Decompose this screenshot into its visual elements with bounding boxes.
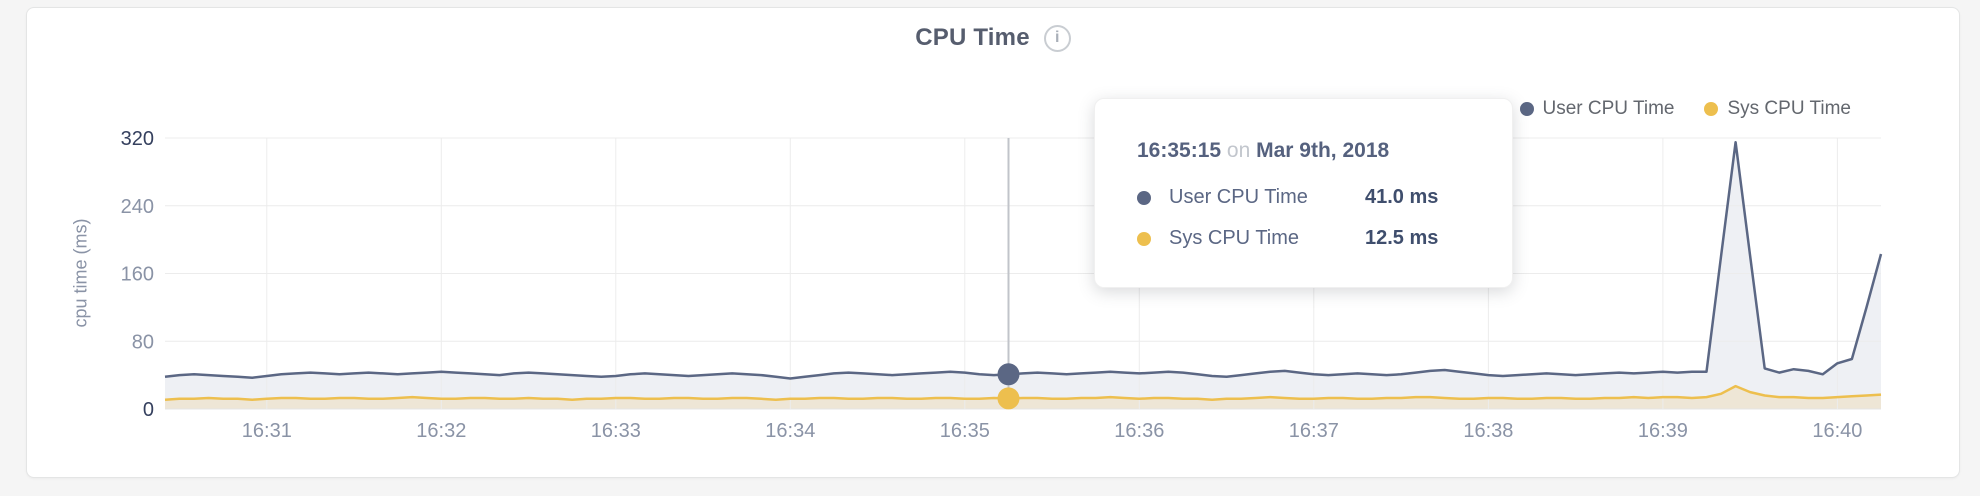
chart-header: CPU Time i: [27, 22, 1959, 54]
tooltip-row-user: User CPU Time 41.0 ms: [1137, 177, 1512, 218]
svg-text:16:39: 16:39: [1638, 420, 1688, 442]
sys-series-dot-icon: [1137, 231, 1151, 246]
svg-text:16:35: 16:35: [940, 420, 990, 442]
svg-text:16:31: 16:31: [242, 420, 292, 442]
svg-text:16:32: 16:32: [416, 420, 466, 442]
legend-label: Sys CPU Time: [1727, 98, 1851, 119]
tooltip-row-label: User CPU Time: [1169, 186, 1308, 208]
tooltip-header: 16:35:15 on Mar 9th, 2018: [1137, 139, 1512, 163]
svg-text:16:34: 16:34: [765, 420, 815, 442]
chart-title: CPU Time: [915, 24, 1030, 51]
tooltip-row-value: 41.0 ms: [1365, 186, 1439, 208]
svg-text:240: 240: [121, 196, 154, 218]
tooltip-row-sys: Sys CPU Time 12.5 ms: [1137, 218, 1512, 259]
tooltip-row-value: 12.5 ms: [1365, 227, 1439, 249]
svg-text:16:37: 16:37: [1289, 420, 1339, 442]
tooltip-row-label: Sys CPU Time: [1169, 227, 1300, 249]
svg-text:16:38: 16:38: [1463, 420, 1513, 442]
chart-tooltip: 16:35:15 on Mar 9th, 2018 User CPU Time …: [1094, 98, 1513, 288]
user-series-dot-icon: [1137, 190, 1151, 205]
svg-text:16:33: 16:33: [591, 420, 641, 442]
legend-item-sys-cpu-time[interactable]: Sys CPU Time: [1704, 98, 1851, 120]
svg-text:80: 80: [132, 331, 154, 353]
y-axis-title: cpu time (ms): [70, 218, 91, 328]
svg-text:0: 0: [143, 399, 154, 421]
chart-card: CPU Time i User CPU Time Sys CPU Time cp…: [26, 7, 1960, 478]
cpu-time-chart[interactable]: 0 80 160 240 320 16:31 16:32 16:33 16:34 16:35 16:…: [27, 8, 1961, 479]
legend-item-user-cpu-time[interactable]: User CPU Time: [1519, 98, 1675, 120]
svg-text:16:36: 16:36: [1114, 420, 1164, 442]
sys-series-dot-icon: [1704, 102, 1719, 116]
info-icon[interactable]: i: [1043, 24, 1071, 52]
legend-label: User CPU Time: [1542, 98, 1675, 119]
tooltip-time: 16:35:15: [1137, 139, 1222, 162]
tooltip-on-word: on: [1226, 139, 1251, 162]
tooltip-date: Mar 9th, 2018: [1256, 139, 1390, 162]
legend: User CPU Time Sys CPU Time: [1519, 96, 1851, 122]
user-series-dot-icon: [1519, 102, 1534, 116]
svg-text:160: 160: [121, 264, 154, 286]
svg-text:16:40: 16:40: [1812, 420, 1862, 442]
svg-text:320: 320: [121, 128, 154, 150]
